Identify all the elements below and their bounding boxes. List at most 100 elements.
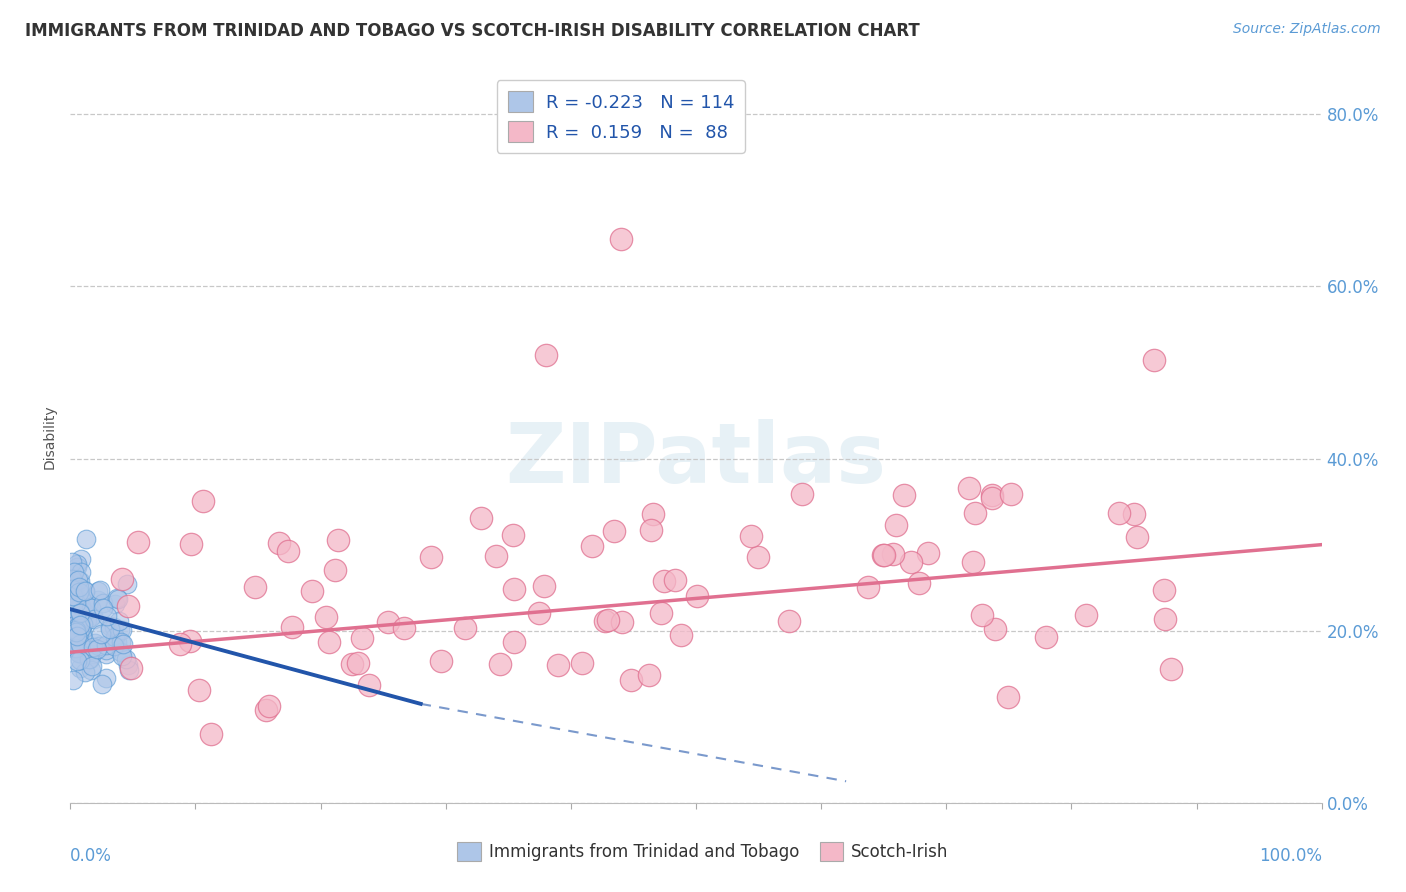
Text: Source: ZipAtlas.com: Source: ZipAtlas.com [1233, 22, 1381, 37]
Point [104, 597, 127, 611]
Point [118, 664, 141, 678]
Point [69, 661, 91, 675]
Point [103, 630, 125, 644]
Point [377, 615, 399, 629]
Point [69, 598, 91, 612]
Point [66, 597, 89, 611]
Point [917, 546, 939, 560]
Point [86, 593, 108, 607]
Point [110, 572, 132, 586]
Point [83, 636, 105, 650]
Point [593, 614, 616, 628]
Point [1108, 506, 1130, 520]
Point [63, 565, 86, 579]
Point [884, 518, 907, 533]
Point [93, 596, 115, 610]
Point [70, 621, 93, 635]
Point [620, 673, 643, 687]
Point [115, 577, 138, 591]
Point [69, 574, 91, 588]
Point [872, 548, 894, 562]
Point [82, 659, 104, 673]
Point [62, 640, 84, 655]
Point [63, 581, 86, 595]
Point [669, 628, 692, 642]
Text: IMMIGRANTS FROM TRINIDAD AND TOBAGO VS SCOTCH-IRISH DISABILITY CORRELATION CHART: IMMIGRANTS FROM TRINIDAD AND TOBAGO VS S… [25, 22, 920, 40]
Point [110, 634, 132, 648]
Point [686, 589, 709, 603]
Point [325, 563, 347, 577]
Point [1126, 530, 1149, 544]
Point [650, 607, 672, 621]
Point [79, 652, 101, 666]
Point [983, 622, 1005, 636]
Point [70, 552, 93, 566]
Point [60, 617, 83, 632]
Point [907, 576, 929, 591]
Point [778, 614, 800, 628]
Point [82, 647, 104, 661]
Point [1122, 507, 1144, 521]
Point [66, 560, 89, 574]
Point [107, 592, 129, 607]
Point [643, 507, 665, 521]
Point [96, 672, 118, 686]
Point [747, 549, 769, 564]
Point [65, 625, 87, 640]
Point [65, 596, 87, 610]
Point [94, 643, 117, 657]
Point [67, 619, 90, 633]
Point [66, 557, 89, 571]
Point [69, 646, 91, 660]
Point [281, 620, 304, 634]
Point [90, 627, 112, 641]
Point [359, 678, 381, 692]
Legend: Immigrants from Trinidad and Tobago, Scotch-Irish: Immigrants from Trinidad and Tobago, Sco… [451, 835, 955, 868]
Point [254, 703, 277, 717]
Point [318, 635, 340, 649]
Point [69, 606, 91, 620]
Point [120, 661, 142, 675]
Point [65, 654, 87, 668]
Point [96, 608, 118, 623]
Point [108, 615, 131, 629]
Point [72, 617, 94, 632]
Point [105, 591, 128, 605]
Point [69, 615, 91, 629]
Point [73, 605, 96, 619]
Point [69, 615, 91, 630]
Point [420, 549, 443, 564]
Point [893, 488, 915, 502]
Point [1160, 662, 1182, 676]
Point [1035, 630, 1057, 644]
Point [67, 593, 90, 607]
Point [87, 584, 110, 599]
Point [277, 544, 299, 558]
Point [792, 487, 814, 501]
Point [980, 488, 1002, 502]
Point [352, 631, 374, 645]
Point [856, 580, 879, 594]
Point [98, 622, 121, 636]
Point [245, 580, 267, 594]
Point [73, 582, 96, 597]
Point [430, 654, 453, 668]
Point [301, 584, 323, 599]
Point [485, 549, 508, 564]
Point [70, 624, 93, 638]
Text: ZIPatlas: ZIPatlas [506, 418, 886, 500]
Point [347, 657, 370, 671]
Point [62, 582, 84, 596]
Point [340, 657, 363, 671]
Point [503, 582, 526, 596]
Point [77, 599, 100, 613]
Point [610, 232, 633, 246]
Point [103, 640, 125, 654]
Point [581, 539, 603, 553]
Text: 0.0%: 0.0% [70, 847, 112, 864]
Point [66, 615, 89, 630]
Point [60, 555, 83, 569]
Point [740, 529, 762, 543]
Point [392, 621, 415, 635]
Point [70, 566, 93, 580]
